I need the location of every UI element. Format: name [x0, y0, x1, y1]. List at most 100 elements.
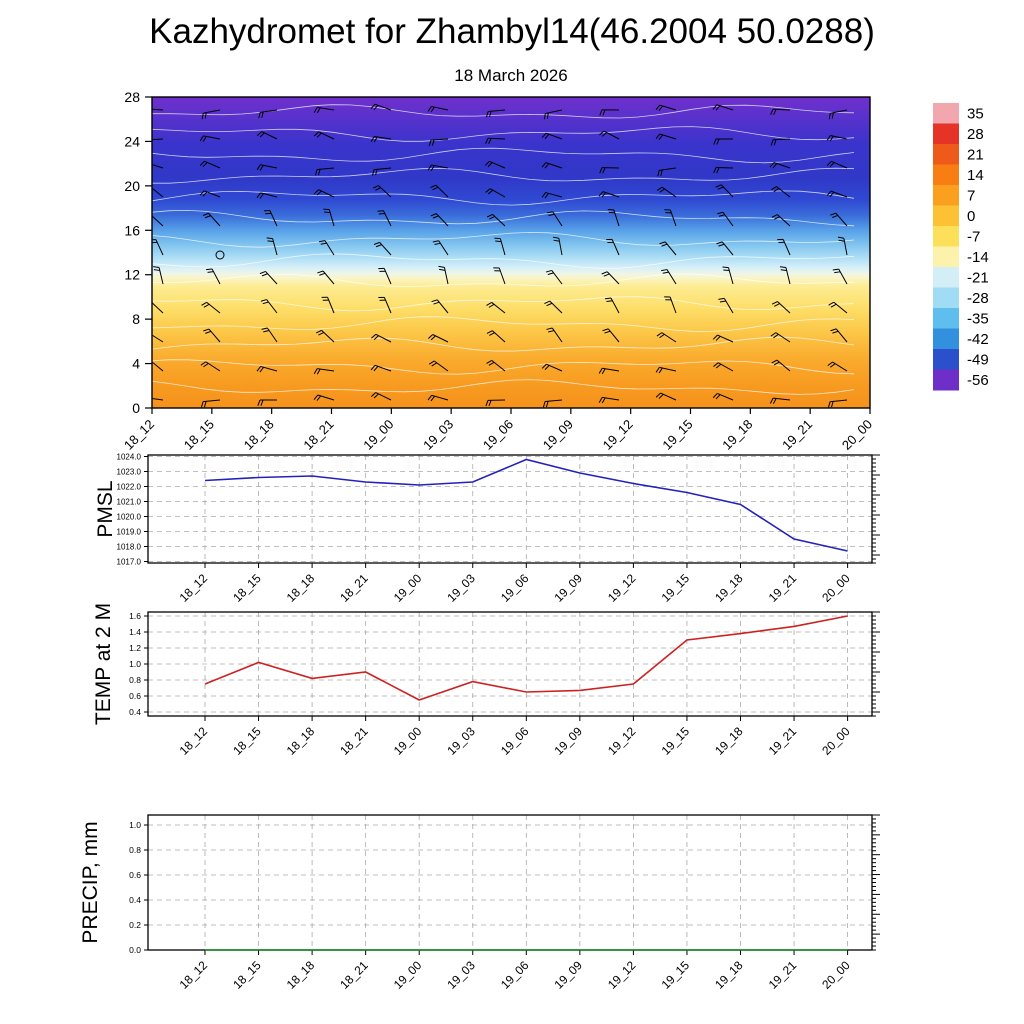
svg-text:-14: -14	[967, 249, 989, 266]
svg-text:19_06: 19_06	[498, 724, 532, 758]
temperature-fill	[152, 97, 870, 408]
svg-text:19_12: 19_12	[605, 724, 639, 758]
svg-text:18_21: 18_21	[300, 417, 336, 453]
colorbar-segment	[933, 103, 959, 124]
colorbar-segment	[933, 287, 959, 309]
svg-text:0: 0	[132, 400, 140, 416]
svg-text:19_00: 19_00	[391, 571, 425, 605]
precip-panel: 0.0 0.2 0.4 0.6 0.8 1.0 18_12 18_15 18_18 18_21 19…	[79, 814, 880, 992]
svg-text:0.6: 0.6	[129, 691, 141, 701]
svg-text:1.2: 1.2	[129, 643, 141, 653]
svg-text:18_12: 18_12	[121, 417, 157, 453]
svg-text:28: 28	[124, 89, 140, 105]
svg-text:-7: -7	[967, 228, 980, 245]
svg-text:1.0: 1.0	[129, 659, 141, 669]
pmsl-frame	[147, 454, 873, 564]
svg-text:8: 8	[132, 311, 140, 327]
svg-text:19_21: 19_21	[766, 571, 800, 605]
svg-text:20_00: 20_00	[819, 571, 853, 605]
svg-text:1020.0: 1020.0	[117, 513, 142, 522]
svg-text:18_21: 18_21	[337, 958, 371, 992]
svg-text:24: 24	[124, 133, 140, 149]
svg-text:TEMP at 2 M: TEMP at 2 M	[92, 603, 115, 725]
svg-text:4: 4	[132, 356, 140, 372]
temp2m-frame	[147, 611, 873, 717]
svg-text:18_18: 18_18	[284, 958, 318, 992]
svg-text:19_00: 19_00	[391, 724, 425, 758]
svg-text:18_21: 18_21	[337, 724, 371, 758]
svg-text:19_18: 19_18	[719, 417, 755, 453]
colorbar-segment	[933, 226, 959, 247]
svg-text:1019.0: 1019.0	[117, 528, 142, 537]
colorbar-segment	[933, 185, 959, 206]
svg-text:-56: -56	[967, 372, 989, 389]
svg-text:19_18: 19_18	[712, 571, 746, 605]
pmsl-panel: 1017.0 1018.0 1019.0 1020.0 1021.0 1022.0 1023…	[94, 453, 880, 605]
colorbar-segment	[933, 267, 959, 288]
svg-text:14: 14	[967, 167, 984, 184]
colorbar-segment	[933, 349, 959, 370]
svg-text:18_15: 18_15	[230, 958, 264, 992]
svg-text:0.4: 0.4	[129, 707, 141, 717]
colorbar-segment	[933, 308, 959, 329]
colorbar-segment	[933, 164, 959, 186]
svg-text:19_03: 19_03	[420, 417, 456, 453]
svg-text:18_15: 18_15	[230, 571, 264, 605]
svg-text:PRECIP, mm: PRECIP, mm	[79, 821, 102, 943]
colorbar-segment	[933, 369, 959, 391]
svg-text:19_03: 19_03	[444, 571, 478, 605]
svg-text:19_12: 19_12	[605, 958, 639, 992]
svg-text:19_18: 19_18	[712, 958, 746, 992]
svg-text:-21: -21	[967, 269, 989, 286]
svg-text:1.4: 1.4	[129, 627, 141, 637]
svg-text:19_09: 19_09	[551, 958, 585, 992]
svg-text:19_15: 19_15	[659, 571, 693, 605]
svg-text:19_21: 19_21	[766, 958, 800, 992]
colorbar-segment	[933, 328, 959, 350]
svg-text:0.8: 0.8	[129, 845, 141, 855]
pmsl-line	[204, 458, 848, 552]
svg-text:18_12: 18_12	[177, 724, 211, 758]
svg-text:19_06: 19_06	[480, 417, 516, 453]
colorbar-segment	[933, 246, 959, 268]
svg-text:19_09: 19_09	[551, 724, 585, 758]
colorbar-segment	[933, 123, 959, 145]
cross-section-panel: 0 4 8 12 16 20 24 28 18_12 18_15 18_18 18_21 19_00 19…	[121, 89, 875, 453]
svg-text:19_09: 19_09	[540, 417, 576, 453]
svg-text:20_00: 20_00	[819, 724, 853, 758]
svg-text:0: 0	[967, 208, 975, 225]
svg-text:0.0: 0.0	[129, 945, 141, 955]
svg-text:18_15: 18_15	[230, 724, 264, 758]
svg-text:18_21: 18_21	[337, 571, 371, 605]
svg-text:21: 21	[967, 146, 984, 163]
svg-text:-42: -42	[967, 331, 989, 348]
svg-text:35: 35	[967, 105, 984, 122]
svg-text:19_00: 19_00	[391, 958, 425, 992]
svg-text:19_21: 19_21	[779, 417, 815, 453]
svg-text:-35: -35	[967, 310, 989, 327]
svg-text:0.2: 0.2	[129, 920, 141, 930]
svg-text:19_06: 19_06	[498, 958, 532, 992]
svg-text:1021.0: 1021.0	[117, 498, 142, 507]
svg-text:1018.0: 1018.0	[117, 543, 142, 552]
contour-lines	[152, 104, 855, 395]
svg-text:19_06: 19_06	[498, 571, 532, 605]
svg-text:0.6: 0.6	[129, 870, 141, 880]
svg-text:1022.0: 1022.0	[117, 483, 142, 492]
wind-barbs	[152, 103, 848, 408]
temp2m-line	[204, 615, 848, 701]
svg-text:1.6: 1.6	[129, 611, 141, 621]
colorbar: 35 28 21 14 7 0 -7 -14 -21 -28 -35 -42 -49 -56	[933, 103, 989, 391]
svg-text:18_18: 18_18	[284, 724, 318, 758]
svg-text:19_03: 19_03	[444, 958, 478, 992]
svg-text:18_12: 18_12	[177, 958, 211, 992]
svg-text:19_15: 19_15	[659, 958, 693, 992]
svg-text:20_00: 20_00	[819, 958, 853, 992]
svg-text:20: 20	[124, 178, 140, 194]
svg-text:0.8: 0.8	[129, 675, 141, 685]
svg-text:19_21: 19_21	[766, 724, 800, 758]
svg-text:19_18: 19_18	[712, 724, 746, 758]
svg-text:1017.0: 1017.0	[117, 558, 142, 567]
svg-text:-49: -49	[967, 351, 989, 368]
